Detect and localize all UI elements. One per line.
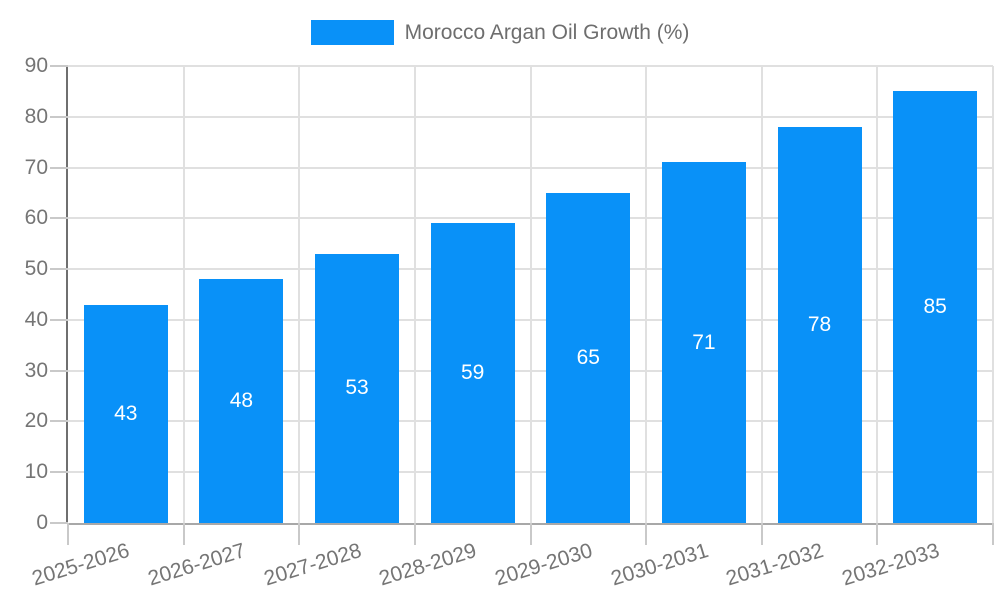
y-tick-label: 40: [24, 307, 48, 331]
bar[interactable]: [661, 162, 746, 523]
bar-value-label: 59: [461, 361, 485, 385]
x-axis-tick: [992, 523, 994, 545]
y-axis-tick: [50, 166, 68, 169]
y-tick-label: 60: [24, 206, 48, 230]
bar-value-label: 48: [229, 389, 254, 413]
x-axis-tick: [67, 523, 69, 545]
x-tick-label: 2030-2031: [607, 539, 711, 591]
plot-area: 43 48 53 59 65 71 78 85: [66, 65, 994, 525]
y-tick-label: 70: [24, 155, 48, 179]
bar[interactable]: [315, 253, 400, 523]
bar-value-label: 78: [807, 312, 832, 336]
y-tick-label: 90: [24, 54, 48, 77]
x-tick-label: 2027-2028: [261, 539, 364, 591]
y-tick-label: 20: [24, 409, 48, 433]
y-axis-tick: [50, 369, 68, 372]
y-tick-label: 50: [24, 257, 48, 281]
x-axis-tick: [298, 523, 301, 545]
gridline-vertical: [645, 66, 648, 523]
y-axis-tick: [50, 522, 68, 524]
bar[interactable]: [546, 192, 631, 523]
x-axis-tick: [529, 523, 532, 545]
bar[interactable]: [83, 304, 168, 523]
x-axis-tick: [760, 523, 763, 545]
bar[interactable]: [430, 223, 515, 523]
bar[interactable]: [777, 126, 862, 523]
y-tick-label: 10: [24, 460, 48, 484]
bar-value-label: 43: [114, 401, 138, 425]
x-tick-label: 2026-2027: [145, 539, 249, 591]
legend-swatch: [310, 20, 394, 45]
x-tick-label: 2028-2029: [376, 539, 480, 591]
y-tick-label: 0: [36, 511, 48, 534]
y-axis-line: [66, 66, 68, 523]
gridline-vertical: [298, 66, 301, 523]
gridline-vertical: [182, 66, 185, 523]
x-axis-tick: [645, 523, 648, 545]
x-tick-label: 2025-2026: [29, 539, 133, 591]
x-tick-label: 2031-2032: [723, 539, 827, 591]
y-axis-tick: [50, 420, 68, 423]
y-axis-tick: [50, 318, 68, 321]
y-axis-tick: [50, 217, 68, 220]
y-tick-label: 30: [24, 358, 48, 382]
y-axis-tick: [50, 115, 68, 118]
x-axis-tick: [182, 523, 185, 545]
bar-value-label: 85: [923, 295, 947, 319]
bar[interactable]: [199, 279, 284, 523]
y-axis-tick: [50, 268, 68, 271]
y-tick-label: 80: [24, 104, 48, 128]
bar-value-label: 53: [345, 376, 369, 400]
bar-value-label: 65: [576, 345, 600, 369]
y-axis-tick: [50, 471, 68, 474]
legend-label: Morocco Argan Oil Growth (%): [404, 20, 690, 44]
y-axis-tick: [50, 65, 68, 67]
x-axis-tick: [876, 523, 879, 545]
gridline-vertical: [413, 66, 416, 523]
gridline-vertical: [876, 66, 879, 523]
legend[interactable]: Morocco Argan Oil Growth (%): [0, 20, 1000, 45]
x-tick-label: 2032-2033: [839, 539, 942, 591]
gridline-vertical: [529, 66, 532, 523]
x-axis-tick: [413, 523, 416, 545]
gridline-vertical: [760, 66, 763, 523]
bar[interactable]: [893, 91, 978, 523]
bar-value-label: 71: [692, 330, 716, 354]
x-tick-label: 2029-2030: [492, 539, 596, 591]
gridline-vertical: [992, 66, 994, 523]
